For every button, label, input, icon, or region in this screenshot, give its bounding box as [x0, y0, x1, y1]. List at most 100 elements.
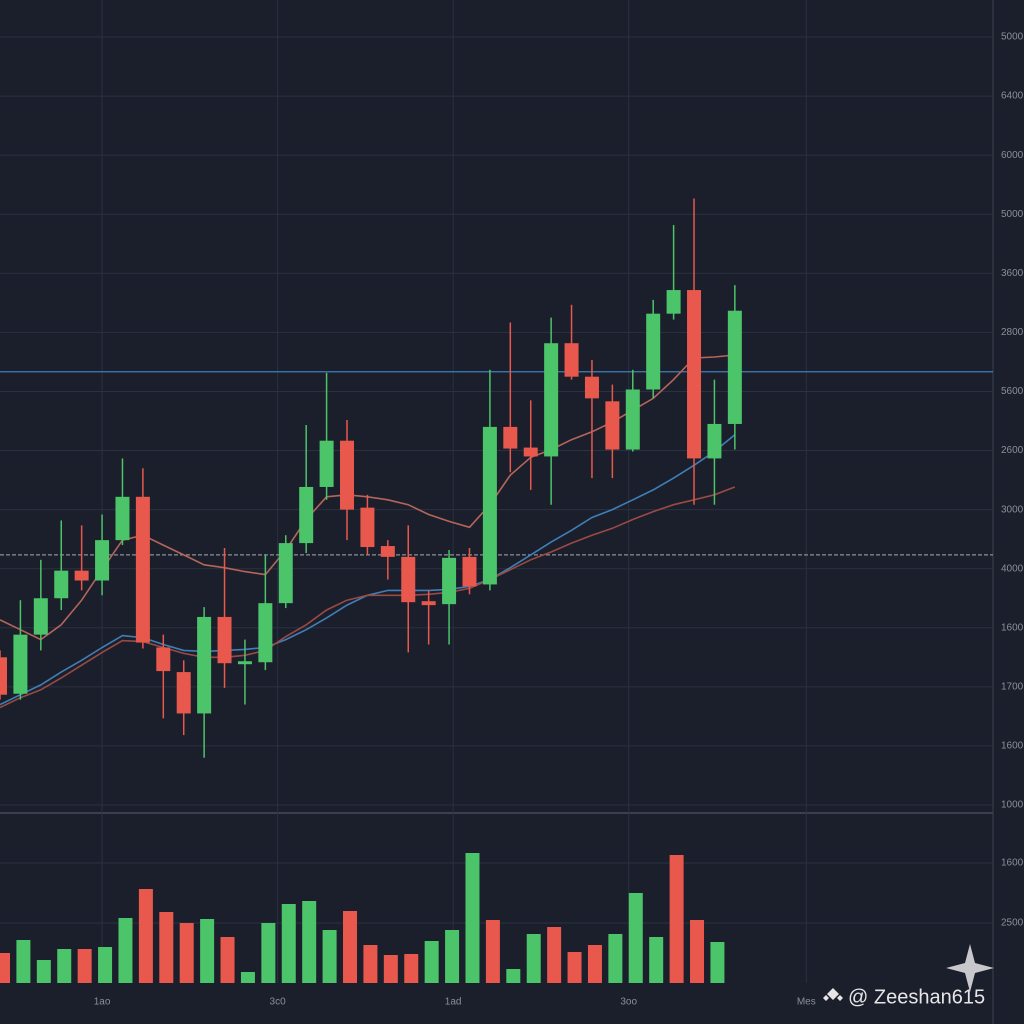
candle-body	[584, 376, 599, 399]
y-tick-label: 6000	[1001, 150, 1024, 161]
volume-bar	[485, 920, 500, 983]
y-tick-label: 5600	[1001, 386, 1024, 397]
volume-bar	[445, 930, 460, 983]
volume-bar	[343, 911, 358, 983]
candle-body	[319, 440, 334, 487]
y-tick-label: 3000	[1001, 504, 1024, 515]
volume-bar	[465, 853, 480, 983]
candle-body	[646, 313, 661, 390]
volume-bar	[669, 855, 684, 983]
candle-body	[727, 310, 742, 424]
y-tick-label: 6400	[1001, 91, 1024, 102]
candle-body	[54, 570, 69, 599]
candle-body	[197, 616, 212, 714]
logo-icon	[823, 988, 843, 1001]
volume-bar	[36, 960, 51, 983]
volume-bar	[261, 923, 276, 983]
y-tick-label: 2800	[1001, 327, 1024, 338]
volume-bar	[506, 969, 521, 983]
y-tick-label: 2500	[1001, 918, 1024, 929]
volume-bar	[159, 912, 174, 983]
candle-body	[340, 440, 355, 510]
x-tick-label: 3oo	[620, 997, 637, 1008]
volume-bar	[240, 972, 255, 983]
candle-body	[237, 661, 252, 665]
candle-body	[625, 389, 640, 450]
volume-bar	[587, 945, 602, 983]
candle-body	[299, 486, 314, 544]
x-tick-label: Mes	[797, 997, 816, 1008]
candle-body	[707, 423, 722, 459]
x-tick-label: 3c0	[270, 997, 287, 1008]
y-tick-label: 3600	[1001, 268, 1024, 279]
volume-bar	[77, 949, 92, 983]
y-tick-label: 1600	[1001, 858, 1024, 869]
y-tick-label: 1600	[1001, 622, 1024, 633]
volume-bar	[16, 940, 31, 983]
candle-body	[462, 556, 477, 587]
volume-bar	[363, 945, 378, 983]
y-tick-label: 4000	[1001, 563, 1024, 574]
volume-bar	[98, 947, 113, 983]
volume-bar	[383, 955, 398, 983]
volume-bar	[57, 949, 72, 983]
candle-body	[503, 426, 518, 449]
y-tick-label: 1600	[1001, 741, 1024, 752]
candle-body	[115, 496, 130, 541]
volume-bar	[526, 934, 541, 983]
volume-bar	[138, 889, 153, 983]
candle-body	[217, 616, 232, 664]
candle-body	[544, 343, 559, 457]
volume-bar	[220, 937, 235, 983]
candle-body	[95, 540, 110, 581]
volume-bar	[424, 941, 439, 983]
volume-bar	[547, 927, 562, 983]
candle-body	[482, 426, 497, 585]
candle-body	[401, 556, 416, 603]
volume-bar	[404, 954, 419, 983]
candle-body	[156, 647, 171, 672]
moving-average-line	[0, 486, 736, 709]
volume-bar	[0, 953, 10, 983]
candle-body	[13, 634, 28, 694]
candle-body	[380, 546, 395, 557]
candle-body	[605, 401, 620, 450]
candle-body	[442, 557, 457, 605]
x-tick-label: 1ao	[94, 997, 111, 1008]
volume-bar	[710, 942, 725, 983]
y-tick-label: 1700	[1001, 681, 1024, 692]
candle-body	[258, 603, 273, 663]
volume-bar	[179, 923, 194, 983]
y-tick-label: 5000	[1001, 209, 1024, 220]
volume-bar	[567, 952, 582, 983]
volume-bar	[302, 901, 317, 983]
volume-bar	[649, 937, 664, 983]
y-tick-label: 5000	[1001, 32, 1024, 43]
y-tick-label: 1000	[1001, 800, 1024, 811]
candle-body	[564, 343, 579, 377]
candle-body	[278, 543, 293, 604]
candle-body	[74, 570, 89, 581]
watermark: @ Zeeshan615	[848, 986, 985, 1008]
candle-body	[0, 657, 7, 695]
candle-body	[687, 290, 702, 459]
volume-bar	[281, 904, 296, 983]
volume-bar	[628, 893, 643, 983]
candle-body	[360, 507, 375, 548]
candle-body	[135, 496, 150, 643]
candle-body	[33, 598, 48, 635]
candle-body	[421, 601, 436, 606]
volume-bar	[200, 919, 215, 983]
candle-body	[666, 290, 681, 314]
candle-body	[523, 447, 538, 457]
candle-body	[176, 672, 191, 714]
volume-bar	[690, 920, 705, 983]
volume-bar	[118, 918, 133, 983]
y-tick-label: 2600	[1001, 445, 1024, 456]
volume-bar	[322, 930, 337, 983]
volume-bar	[608, 934, 623, 983]
sparkle-icon	[946, 944, 994, 992]
x-tick-label: 1ad	[445, 997, 462, 1008]
